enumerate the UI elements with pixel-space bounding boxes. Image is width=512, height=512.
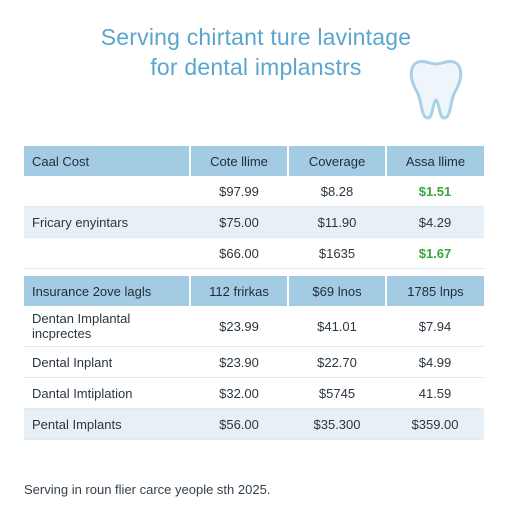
table-row: $97.99 $8.28 $1.51 xyxy=(24,176,484,207)
column-header: $69 lnos xyxy=(287,276,386,306)
column-header: 1785 lnps xyxy=(385,276,484,306)
table-row: Fricary enyintars $75.00 $11.90 $4.29 xyxy=(24,206,484,238)
tooth-icon xyxy=(409,59,463,120)
table-cell: $4.29 xyxy=(386,206,484,238)
table-cell: $22.70 xyxy=(288,346,386,378)
row-label-text: Dentan Implantal incprectes xyxy=(32,311,131,341)
table-cell: $32.00 xyxy=(190,377,288,409)
row-label: Pental Implants xyxy=(24,408,190,440)
column-header: Assa llime xyxy=(385,146,484,176)
footer-note: Serving in roun flier carce yeople sth 2… xyxy=(24,482,271,497)
title-line-2: for dental implanstrs xyxy=(150,54,362,80)
header: Serving chirtant ture lavintage for dent… xyxy=(0,22,512,82)
table-row: Pental Implants $56.00 $35.300 $359.00 xyxy=(24,408,484,440)
row-label: Fricary enyintars xyxy=(24,206,190,238)
table-cell-highlight: $1.51 xyxy=(386,176,484,207)
page-title: Serving chirtant ture lavintage for dent… xyxy=(0,22,512,82)
table-cell: $8.28 xyxy=(288,176,386,207)
cost-table-header: Caal Cost Cote llime Coverage Assa llime xyxy=(24,146,484,176)
insurance-table-header: Insurance 2ove lagls 112 frirkas $69 lno… xyxy=(24,276,484,306)
table-cell: $75.00 xyxy=(190,206,288,238)
table-cell: $7.94 xyxy=(386,306,484,347)
table-cell: $97.99 xyxy=(190,176,288,207)
row-label: Dantal Imtiplation xyxy=(24,377,190,409)
table-cell: $11.90 xyxy=(288,206,386,238)
table-cell: $56.00 xyxy=(190,408,288,440)
table-row: $66.00 $1635 $1.67 xyxy=(24,237,484,269)
table-cell: $23.90 xyxy=(190,346,288,378)
table-cell: $35.300 xyxy=(288,408,386,440)
column-header: Insurance 2ove lagls xyxy=(24,276,190,306)
table-row: Dantal Imtiplation $32.00 $5745 41.59 xyxy=(24,377,484,409)
column-header: Coverage xyxy=(287,146,386,176)
row-label: Dental Inplant xyxy=(24,346,190,378)
row-label xyxy=(24,176,190,207)
table-cell: $23.99 xyxy=(190,306,288,347)
title-line-1: Serving chirtant ture lavintage xyxy=(100,24,412,50)
table-row: Dental Inplant $23.90 $22.70 $4.99 xyxy=(24,346,484,378)
insurance-table: Insurance 2ove lagls 112 frirkas $69 lno… xyxy=(24,276,484,440)
table-cell: $66.00 xyxy=(190,237,288,269)
table-cell-highlight: $1.67 xyxy=(386,237,484,269)
column-header: Caal Cost xyxy=(24,146,190,176)
table-row: Dentan Implantal incprectes $23.99 $41.0… xyxy=(24,306,484,347)
column-header: 112 frirkas xyxy=(189,276,288,306)
table-cell: $359.00 xyxy=(386,408,484,440)
table-cell: $4.99 xyxy=(386,346,484,378)
table-cell: $1635 xyxy=(288,237,386,269)
column-header: Cote llime xyxy=(189,146,288,176)
table-cell: 41.59 xyxy=(386,377,484,409)
cost-table: Caal Cost Cote llime Coverage Assa llime… xyxy=(24,146,484,269)
table-cell: $41.01 xyxy=(288,306,386,347)
table-cell: $5745 xyxy=(288,377,386,409)
row-label xyxy=(24,237,190,269)
row-label: Dentan Implantal incprectes xyxy=(24,306,190,347)
